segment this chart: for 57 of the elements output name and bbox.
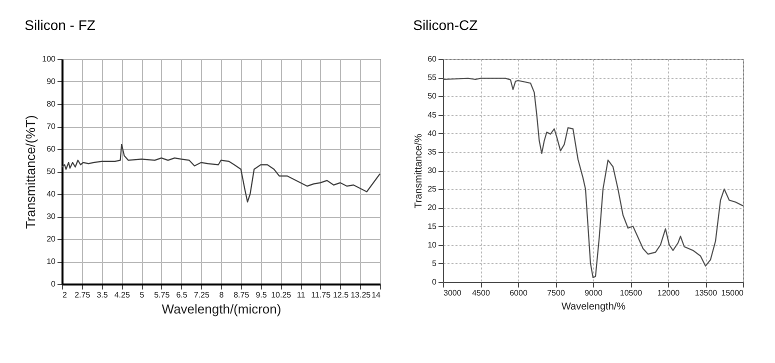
y-tick-label: 55 [428,73,438,82]
line-series [61,144,381,202]
y-tick-label: 25 [428,184,438,194]
x-tick-label: 6000 [510,288,528,298]
y-axis-title: Transmittance/% [414,134,425,208]
y-tick-label: 50 [428,92,438,101]
y-tick-label: 10 [46,257,56,266]
y-tick-label: 20 [428,203,438,212]
y-tick-label: 90 [46,77,56,86]
x-tick-label: 2 [62,290,68,300]
x-tick-label: 8 [219,290,224,300]
y-tick-label: 45 [428,110,438,120]
x-tick-label: 5.75 [154,290,170,300]
y-tick-label: 50 [46,167,56,176]
x-tick-label: 10500 [620,288,643,298]
chart-title: Silicon - FZ [24,17,96,33]
y-tick-label: 70 [46,122,56,131]
x-tick-label: 11 [296,290,306,300]
x-tick-label: 9.5 [256,290,268,300]
y-axis-title: Transmittance/(%T) [23,115,38,229]
y-tick-label: 30 [46,212,56,221]
x-tick-label: 7500 [547,288,566,298]
x-tick-label: 12.5 [332,290,350,300]
x-tick-label: 15000 [721,288,744,298]
x-tick-label: 14 [372,290,382,300]
y-tick-label: 40 [46,190,56,198]
x-tick-label: 13.25 [350,290,372,300]
x-axis-title: Wavelength/(micron) [162,302,282,316]
x-tick-label: 12000 [657,288,680,298]
x-tick-label: 9000 [584,288,603,298]
y-tick-label: 80 [46,100,56,108]
y-tick-label: 15 [428,222,438,231]
x-tick-label: 10.25 [271,290,292,300]
y-tick-label: 100 [42,54,56,64]
x-axis-title: Wavelength/% [561,302,626,312]
y-tick-label: 10 [428,240,438,250]
x-tick-label: 13500 [694,288,718,298]
y-tick-label: 20 [46,234,56,244]
x-tick-label: 4.25 [114,290,130,300]
y-tick-label: 5 [432,258,438,268]
x-tick-label: 2.75 [74,290,91,300]
chart-title: Silicon-CZ [413,17,478,33]
x-tick-label: 7.25 [194,290,210,300]
y-tick-label: 0 [51,280,56,288]
y-tick-label: 35 [428,147,438,156]
x-tick-label: 3.5 [96,290,108,300]
x-tick-label: 3000 [444,288,462,298]
y-tick-label: 60 [46,144,56,154]
y-tick-label: 30 [428,166,438,175]
x-tick-label: 6.5 [176,290,188,300]
y-tick-label: 40 [428,128,438,138]
y-tick-label: 60 [428,54,438,64]
x-tick-label: 5 [140,290,145,300]
x-tick-label: 4500 [472,288,490,298]
y-tick-label: 0 [432,278,438,286]
x-tick-label: 8.75 [234,290,250,300]
x-tick-label: 11.75 [311,290,332,300]
